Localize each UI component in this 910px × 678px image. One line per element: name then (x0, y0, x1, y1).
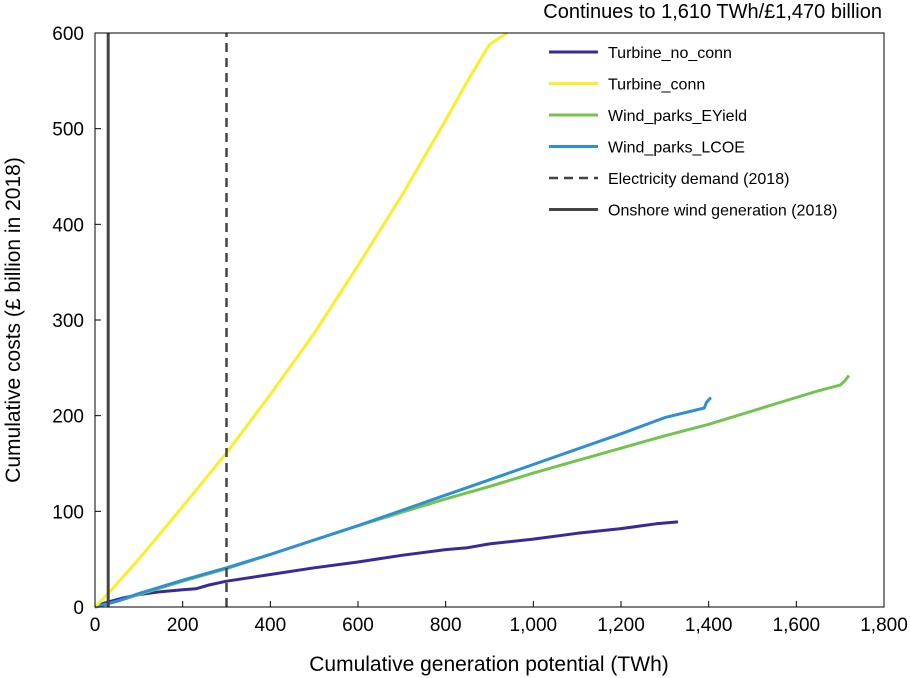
y-axis-title: Cumulative costs (£ billion in 2018) (2, 157, 25, 483)
y-tick-label: 300 (52, 311, 84, 332)
x-tick-label: 1,200 (597, 615, 645, 636)
x-tick-label: 200 (167, 615, 199, 636)
y-tick-label: 500 (52, 120, 84, 141)
x-tick-label: 600 (342, 615, 374, 636)
y-axis: 0 100 200 300 400 500 600 (52, 24, 101, 619)
series-line-turbine-no-conn (94, 520, 679, 609)
y-tick-label: 0 (73, 598, 84, 619)
y-tick-label: 600 (52, 24, 84, 45)
series-line-turbine-conn (93, 31, 508, 609)
x-tick-label: 1,000 (510, 615, 558, 636)
x-tick-label: 800 (430, 615, 462, 636)
y-tick-label: 100 (52, 502, 84, 523)
y-tick-label: 400 (52, 215, 84, 236)
legend: Turbine_no_conn Turbine_conn Wind_parks_EY… (549, 45, 837, 220)
plot-area (93, 31, 851, 609)
legend-label-onshore-wind-generation-2018: Onshore wind generation (2018) (608, 203, 837, 220)
legend-label-turbine-conn: Turbine_conn (608, 77, 705, 94)
legend-label-electricity-demand-2018: Electricity demand (2018) (608, 171, 789, 188)
x-tick-label: 400 (254, 615, 286, 636)
series-line-wind-parks-lcoe (94, 396, 713, 609)
legend-label-wind-parks-lcoe: Wind_parks_LCOE (608, 140, 745, 157)
legend-label-turbine-no-conn: Turbine_no_conn (608, 45, 732, 62)
x-tick-label: 1,400 (685, 615, 733, 636)
chart-annotation: Continues to 1,610 TWh/£1,470 billion (543, 1, 882, 23)
x-axis: 0 200 400 600 800 1,000 1,200 1,400 1,600 1,800 (90, 601, 908, 636)
x-axis-title: Cumulative generation potential (TWh) (309, 653, 669, 676)
plot-frame (94, 32, 885, 608)
x-tick-label: 1,600 (773, 615, 821, 636)
legend-label-wind-parks-eyield: Wind_parks_EYield (608, 108, 747, 125)
x-tick-label: 1,800 (860, 615, 908, 636)
x-tick-label: 0 (90, 615, 101, 636)
y-tick-label: 200 (52, 407, 84, 428)
